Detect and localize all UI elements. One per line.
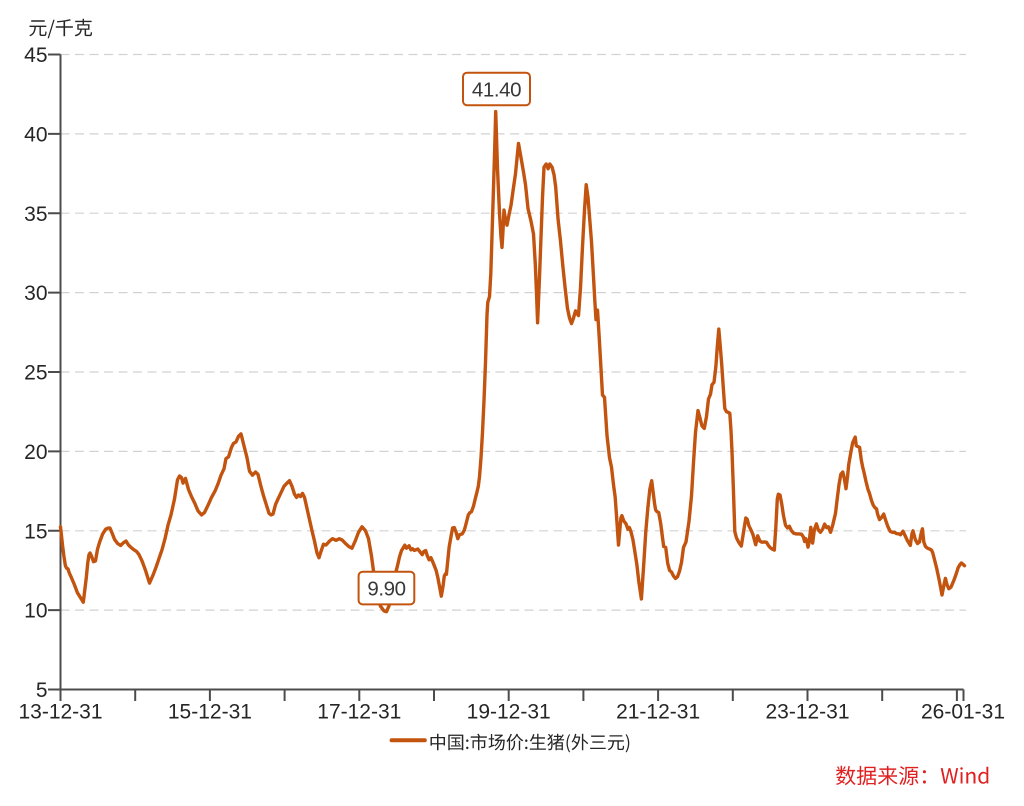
svg-text:23-12-31: 23-12-31 xyxy=(765,701,849,724)
svg-text:10: 10 xyxy=(24,600,47,623)
svg-text:13-12-31: 13-12-31 xyxy=(18,701,102,724)
svg-text:35: 35 xyxy=(24,203,47,226)
svg-text:17-12-31: 17-12-31 xyxy=(317,701,401,724)
svg-text:41.40: 41.40 xyxy=(472,78,521,101)
svg-text:45: 45 xyxy=(24,44,47,67)
svg-text:9.90: 9.90 xyxy=(367,578,405,601)
svg-text:5: 5 xyxy=(36,679,48,702)
svg-text:40: 40 xyxy=(24,124,47,147)
svg-text:20: 20 xyxy=(24,441,47,464)
svg-text:26-01-31: 26-01-31 xyxy=(921,701,1005,724)
svg-text:19-12-31: 19-12-31 xyxy=(467,701,551,724)
svg-text:25: 25 xyxy=(24,362,47,385)
svg-text:21-12-31: 21-12-31 xyxy=(616,701,700,724)
svg-text:15: 15 xyxy=(24,520,47,543)
svg-text:30: 30 xyxy=(24,282,47,305)
svg-text:15-12-31: 15-12-31 xyxy=(168,701,252,724)
